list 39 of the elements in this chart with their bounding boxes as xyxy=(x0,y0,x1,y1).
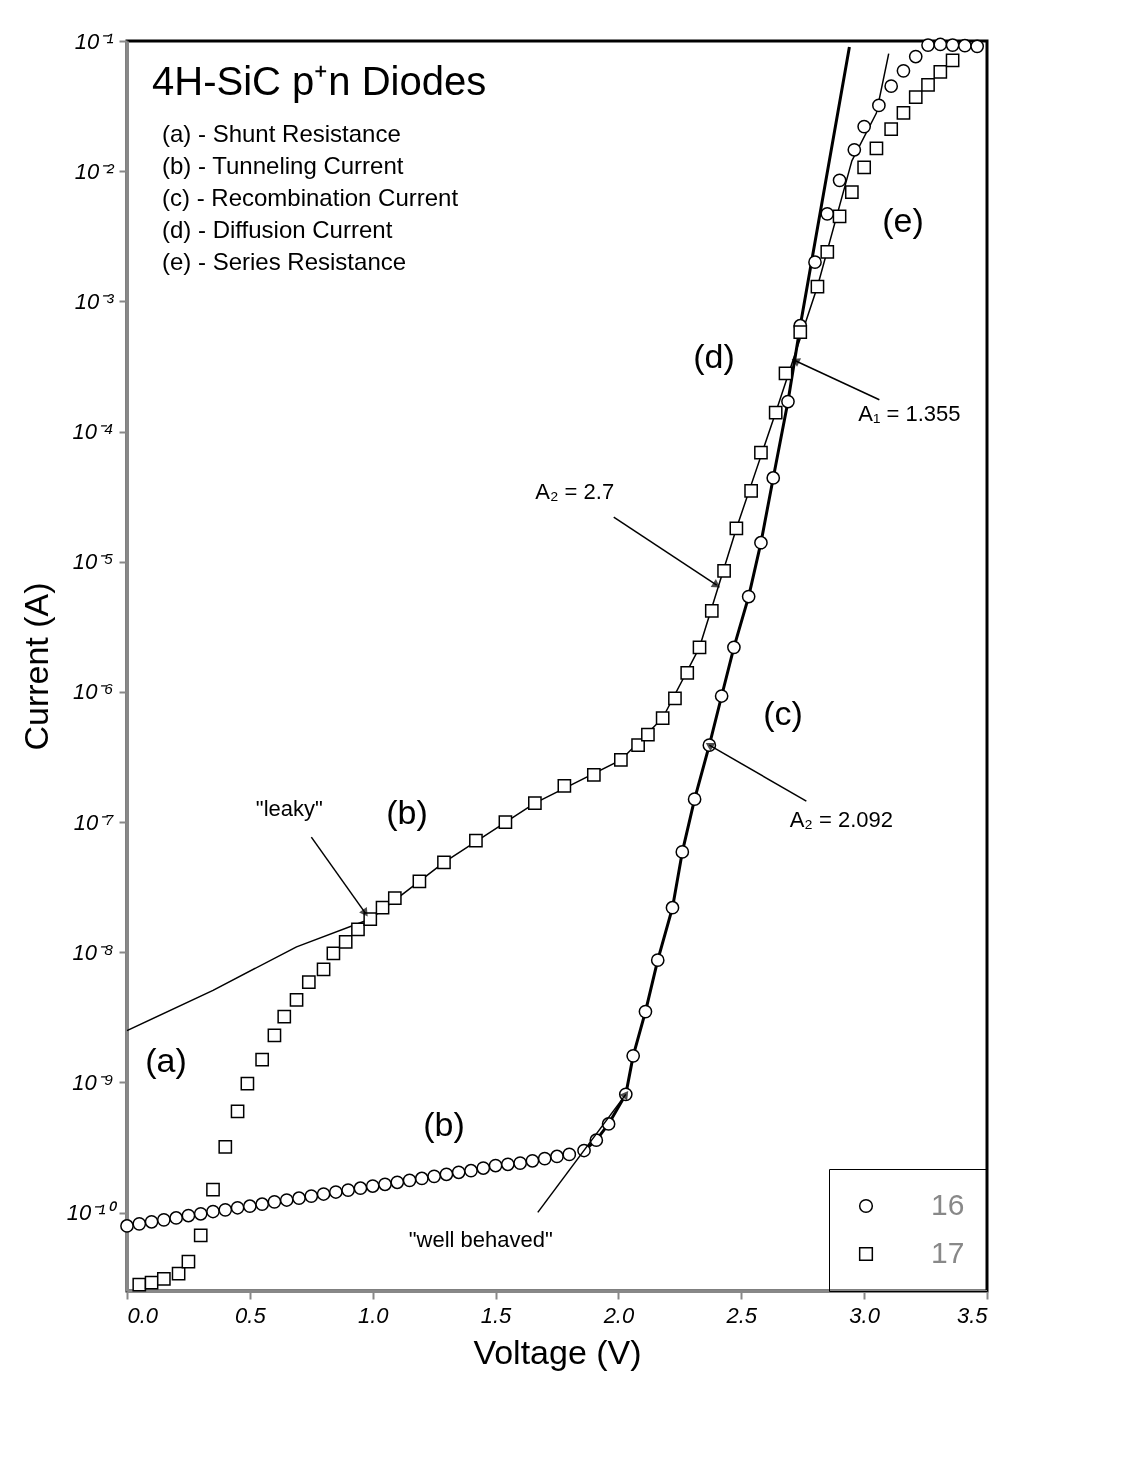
annotation: (b) xyxy=(386,793,428,831)
annotation: (a) - Shunt Resistance xyxy=(162,120,401,147)
annotation: A₁ = 1.355 xyxy=(858,400,961,426)
annotation: (d) xyxy=(693,337,735,375)
x-tick-label: 2.0 xyxy=(602,1302,635,1328)
annotation: A₂ = 2.7 xyxy=(535,479,615,505)
annotation: "well behaved" xyxy=(408,1227,553,1253)
annotation: (c) - Recombination Current xyxy=(162,184,459,211)
legend-label: 16 xyxy=(931,1188,965,1221)
x-tick-label: 3.5 xyxy=(956,1302,989,1328)
y-axis-title: Current (A) xyxy=(16,582,55,751)
y-tick-label: 10⁻⁹ xyxy=(72,1069,114,1095)
annotation: (a) xyxy=(145,1041,187,1079)
x-tick-label: 0.5 xyxy=(235,1302,267,1328)
annotation: (b) xyxy=(423,1105,465,1143)
x-tick-label: 2.5 xyxy=(725,1302,758,1328)
annotation: (b) - Tunneling Current xyxy=(162,152,404,179)
x-tick-label: 1.0 xyxy=(357,1302,390,1328)
annotation: (c) xyxy=(763,694,803,732)
legend-label: 17 xyxy=(931,1236,965,1269)
y-tick-label: 10⁻³ xyxy=(74,288,115,314)
x-tick-label: 0.0 xyxy=(127,1302,159,1328)
y-tick-label: 10⁻⁶ xyxy=(72,679,114,705)
x-axis-title: Voltage (V) xyxy=(473,1332,642,1371)
annotation: A₂ = 2.092 xyxy=(789,807,894,833)
y-tick-label: 10⁻⁵ xyxy=(72,549,114,575)
annotation: (e) - Series Resistance xyxy=(162,248,407,275)
y-tick-label: 10⁻⁷ xyxy=(73,809,115,835)
chart-title: 4H-SiC p⁺n Diodes xyxy=(152,59,487,103)
y-tick-label: 10⁻⁸ xyxy=(72,939,114,965)
y-tick-label: 10⁻¹ xyxy=(74,28,114,54)
x-tick-label: 1.5 xyxy=(480,1302,513,1328)
y-tick-label: 10⁻¹⁰ xyxy=(66,1200,118,1226)
annotation: (d) - Diffusion Current xyxy=(162,216,393,243)
y-tick-label: 10⁻² xyxy=(74,158,115,184)
y-tick-label: 10⁻⁴ xyxy=(72,419,114,445)
annotation: "leaky" xyxy=(255,796,323,822)
x-tick-label: 3.0 xyxy=(849,1302,881,1328)
annotation: (e) xyxy=(882,201,924,239)
